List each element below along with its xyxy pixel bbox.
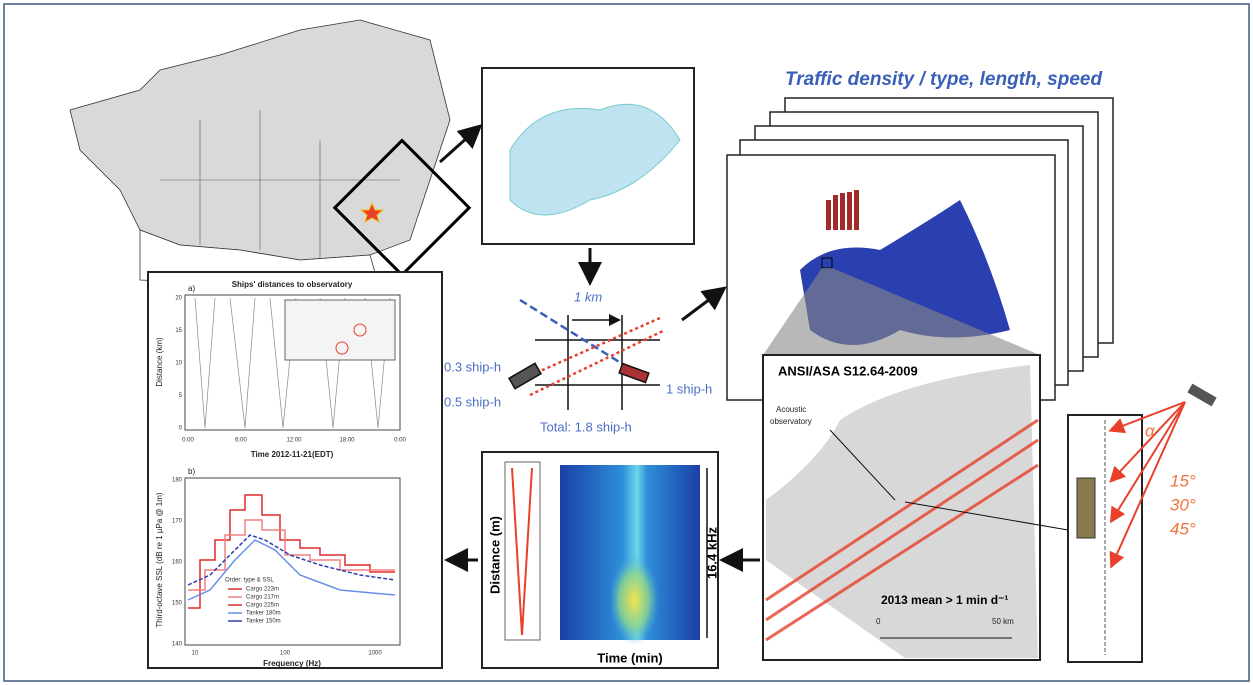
width-label: 1 km	[574, 289, 602, 304]
band-label: 16.4 kHz	[704, 526, 719, 579]
x-label: Frequency (Hz)	[263, 659, 321, 668]
legend-label: Tanker 180m	[246, 611, 281, 617]
y-tick-label: 180	[172, 478, 183, 484]
legend-label: Cargo 217m	[246, 595, 279, 601]
ship	[1187, 384, 1216, 407]
angle: 45°	[1170, 519, 1196, 538]
hotspot	[609, 555, 659, 645]
angle-symbol: α	[1145, 421, 1156, 440]
ship-hours: 0.5 ship-h	[444, 394, 501, 409]
figure: 1 km 0.3 ship-h 0.5 ship-h 1 ship-h Tota…	[0, 0, 1253, 685]
y-tick-label: 170	[172, 519, 183, 525]
x-tick-label: 10	[192, 651, 199, 657]
y-tick-label: 20	[175, 296, 182, 302]
x-tick-label: 100	[280, 651, 291, 657]
inset	[285, 300, 395, 360]
caption: 2013 mean > 1 min d⁻¹	[881, 593, 1008, 607]
x-tick-label: 6:00	[235, 438, 247, 444]
y-tick-label: 160	[172, 560, 183, 566]
instrument	[1077, 478, 1095, 538]
legend-title: Order: type & SSL	[225, 578, 274, 584]
standard: ANSI/ASA S12.64-2009	[778, 363, 918, 378]
scale-label: 0	[876, 617, 881, 626]
x-tick-label: 1000	[368, 651, 382, 657]
ship-hours: 1 ship-h	[666, 381, 712, 396]
angle: 30°	[1170, 495, 1196, 514]
x-tick-label: 0:00	[394, 438, 406, 444]
total: Total: 1.8 ship-h	[540, 419, 632, 434]
panel-label: a)	[188, 284, 195, 293]
canada-map	[70, 20, 450, 290]
x-label: Time 2012-11-21(EDT)	[251, 450, 334, 459]
ship-hour-diagram	[509, 300, 665, 410]
y-label: Distance (km)	[155, 337, 164, 387]
x-tick-label: 0:00	[182, 438, 194, 444]
x-label: Time (min)	[597, 650, 663, 665]
title: Traffic density / type, length, speed	[785, 69, 1102, 90]
observatory-label: observatory	[770, 417, 812, 426]
arrow	[682, 290, 722, 320]
spectrum-axes	[185, 478, 400, 645]
y-tick-label: 10	[175, 361, 182, 367]
y-label: Third-octave SSL (dB re 1 µPa @ 1m)	[155, 492, 164, 627]
x-tick-label: 12:00	[286, 438, 302, 444]
x-tick-label: 18:00	[339, 438, 355, 444]
plot-title: Ships' distances to observatory	[232, 280, 353, 289]
legend-label: Tanker 150m	[246, 619, 281, 625]
legend-label: Cargo 223m	[246, 587, 279, 593]
legend-label: Cargo 225m	[246, 603, 279, 609]
y-tick-label: 140	[172, 642, 183, 648]
scale-label: 50 km	[992, 617, 1014, 626]
y-tick-label: 15	[175, 328, 182, 334]
y-label: Distance (m)	[487, 516, 502, 594]
ship-hours: 0.3 ship-h	[444, 359, 501, 374]
angle: 15°	[1170, 471, 1196, 490]
panel-label: b)	[188, 467, 195, 476]
y-tick-label: 150	[172, 601, 183, 607]
observatory-label: Acoustic	[776, 405, 806, 414]
